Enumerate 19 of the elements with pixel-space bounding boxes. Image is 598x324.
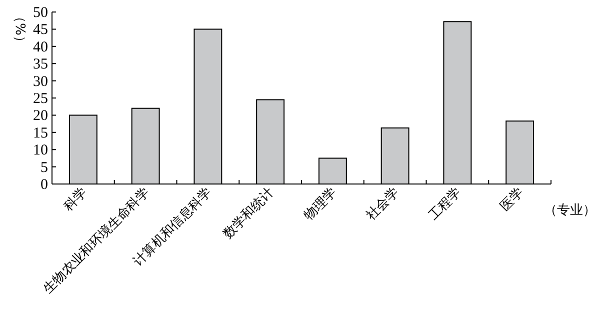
x-axis-title: （专业） [544,203,596,218]
x-tick-label: 社会学 [364,185,402,224]
y-tick-label: 40 [33,39,48,56]
y-tick-label: 35 [33,56,48,73]
y-tick-label: 5 [40,160,48,176]
x-tick-label: 工程学 [426,185,464,224]
x-tick-label: 数学和统计 [220,185,278,242]
y-tick-label: 10 [33,142,48,159]
y-tick-label: 25 [33,91,48,107]
y-tick-label: 50 [33,5,48,21]
x-tick-label: 物理学 [301,185,340,224]
y-tick-label: 20 [33,108,48,124]
y-tick-label: 45 [33,22,48,38]
x-tick-label: 医学 [498,185,527,214]
x-tick-label: 科学 [61,185,90,214]
y-axis-title: （%） [12,10,27,48]
y-tick-label: 15 [33,125,48,142]
y-tick-label: 30 [33,74,48,90]
y-tick-label: 0 [40,177,48,193]
